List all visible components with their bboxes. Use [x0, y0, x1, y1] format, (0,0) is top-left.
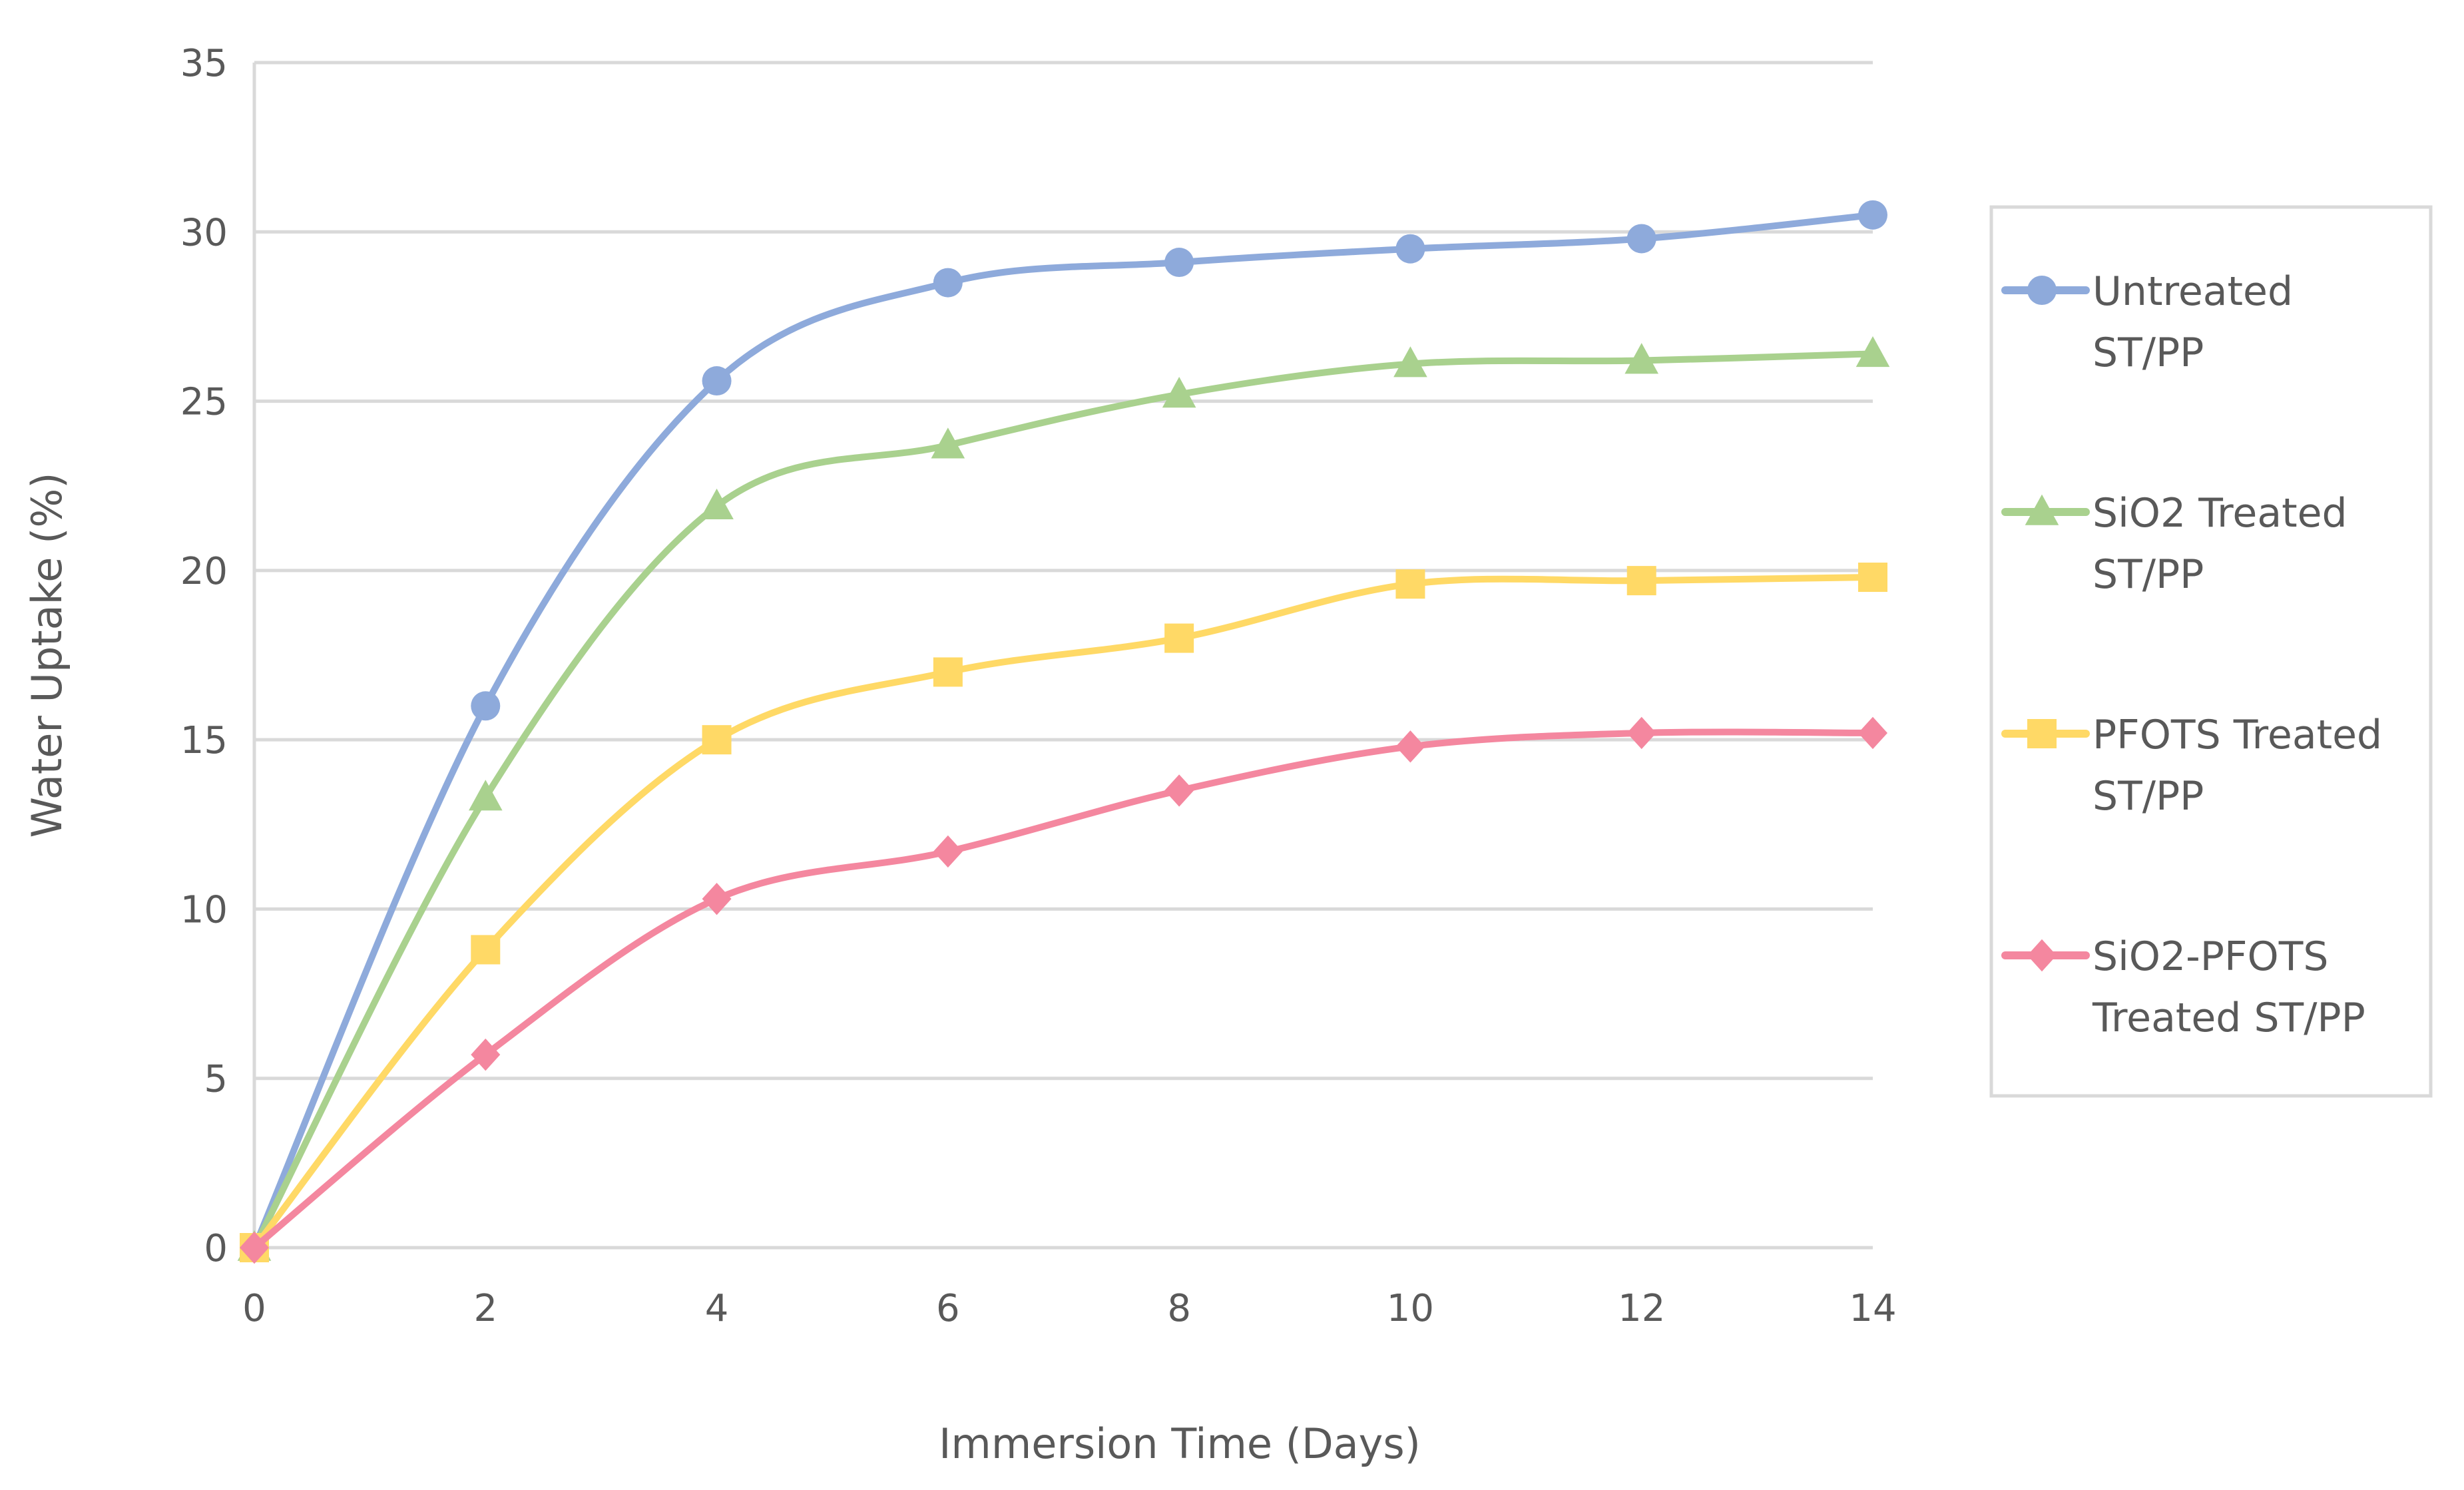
data-point [1395, 730, 1425, 763]
data-point [1164, 623, 1194, 653]
data-point [1858, 716, 1887, 750]
x-tick-label: 2 [473, 1287, 497, 1330]
data-point [702, 882, 732, 915]
data-point [1395, 569, 1425, 599]
legend-marker [2027, 276, 2057, 305]
legend-label: PFOTS Treated [2093, 712, 2382, 758]
data-point [933, 657, 963, 687]
y-tick-label: 5 [204, 1058, 228, 1101]
data-point [1855, 336, 1890, 368]
data-point [1395, 234, 1425, 264]
series-line [251, 350, 1876, 1251]
x-tick-label: 6 [936, 1287, 960, 1330]
x-tick-label: 4 [705, 1287, 729, 1330]
legend-entry-2: PFOTS Treated ST/PP [2001, 712, 2382, 820]
legend-label: SiO2 Treated [2093, 490, 2347, 537]
legend-label: Untreated [2093, 268, 2293, 315]
x-tick-label: 12 [1618, 1287, 1665, 1330]
y-tick-label: 25 [180, 381, 228, 424]
legend-label: ST/PP [2093, 773, 2204, 820]
legend-entry-1: SiO2 Treated ST/PP [2001, 490, 2347, 598]
x-tick-label: 10 [1387, 1287, 1434, 1330]
data-point [702, 725, 732, 755]
x-tick-label: 0 [242, 1287, 266, 1330]
x-axis-ticks: 0 2 4 6 8 10 12 14 [242, 1287, 1896, 1330]
data-point [1858, 563, 1887, 593]
data-point [471, 1038, 501, 1071]
data-point [931, 427, 965, 459]
data-point [1624, 343, 1659, 374]
y-tick-label: 0 [204, 1227, 228, 1270]
y-axis-ticks: 0 5 10 15 20 25 30 35 [180, 42, 228, 1270]
data-point [702, 366, 732, 396]
y-tick-label: 10 [180, 888, 228, 931]
y-axis-label: Water Uptake (%) [23, 473, 71, 838]
data-point [1393, 346, 1427, 377]
series-1 [237, 336, 1890, 1261]
x-tick-label: 8 [1167, 1287, 1191, 1330]
data-point [471, 691, 501, 721]
data-point [1164, 248, 1194, 278]
data-point [1858, 200, 1887, 230]
data-point [1626, 716, 1656, 750]
series-2 [240, 563, 1887, 1262]
data-point [1162, 377, 1196, 408]
series-3 [240, 716, 1887, 1264]
x-tick-label: 14 [1849, 1287, 1896, 1330]
legend-entry-0: Untreated ST/PP [2001, 268, 2293, 376]
legend-marker [2027, 939, 2057, 972]
data-point [933, 268, 963, 298]
legend-label: ST/PP [2093, 330, 2204, 376]
y-tick-label: 30 [180, 211, 228, 254]
y-tick-label: 35 [180, 42, 228, 85]
series-group [237, 200, 1890, 1264]
legend-label: ST/PP [2093, 551, 2204, 598]
y-tick-label: 15 [180, 719, 228, 762]
data-point [468, 780, 503, 811]
legend-marker [2025, 494, 2059, 525]
legend-marker [2027, 719, 2057, 748]
data-point [471, 935, 501, 965]
data-point [1626, 566, 1656, 596]
data-point [240, 1231, 269, 1264]
data-point [1164, 774, 1194, 807]
data-point [1626, 224, 1656, 254]
data-point [700, 488, 734, 520]
legend-entry-3: SiO2-PFOTS Treated ST/PP [2001, 933, 2365, 1041]
legend-label: SiO2-PFOTS [2093, 933, 2328, 980]
x-axis-label: Immersion Time (Days) [939, 1419, 1421, 1468]
legend-label: Treated ST/PP [2092, 995, 2365, 1041]
y-tick-label: 20 [180, 550, 228, 593]
data-point [933, 835, 963, 868]
legend-box [1989, 205, 2433, 1098]
